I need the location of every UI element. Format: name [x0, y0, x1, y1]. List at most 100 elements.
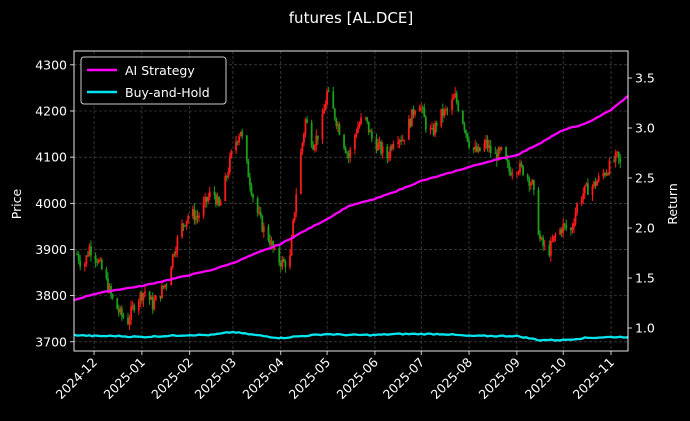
candle-body-2025-02-27	[229, 157, 231, 173]
candle-body-2025-05-02	[328, 91, 330, 92]
candle-body-2025-07-08	[431, 128, 433, 129]
candle-body-2025-04-17	[305, 119, 307, 133]
candle-body-2025-09-09	[528, 178, 530, 186]
candle-body-2025-08-05	[474, 146, 476, 149]
candle-body-2024-12-30	[138, 301, 140, 311]
candle-body-2025-08-01	[468, 141, 470, 148]
ytick-label-left-3800: 3800	[35, 288, 67, 303]
candle-body-2025-01-23	[175, 251, 177, 254]
candle-body-2025-03-04	[237, 142, 239, 143]
candle-body-2025-03-28	[274, 248, 276, 249]
candle-body-2024-12-18	[119, 308, 121, 312]
candle-body-2025-06-10	[388, 157, 390, 158]
candle-body-2025-07-10	[434, 123, 436, 135]
candle-body-2025-11-06	[618, 152, 620, 159]
candle-body-2025-09-26	[555, 235, 557, 236]
candle-body-2025-08-22	[501, 147, 503, 150]
candle-body-2025-05-01	[326, 91, 328, 104]
candle-body-2025-08-04	[473, 148, 475, 150]
candle-body-2024-12-02	[95, 255, 97, 261]
candle-body-2024-12-03	[96, 261, 98, 262]
ytick-label-left-3900: 3900	[35, 242, 67, 257]
candle-body-2025-05-22	[359, 124, 361, 127]
candle-body-2025-10-02	[564, 224, 566, 225]
candle-body-2025-04-08	[291, 237, 293, 255]
candle-body-2025-10-30	[607, 173, 609, 174]
candle-body-2025-07-01	[420, 107, 422, 108]
candle-body-2025-03-07	[241, 132, 243, 136]
candle-body-2025-08-11	[484, 143, 486, 151]
candle-body-2025-03-17	[257, 198, 259, 213]
candle-body-2025-06-03	[377, 143, 379, 150]
candle-body-2025-05-26	[365, 117, 367, 118]
candle-body-2024-12-16	[116, 298, 118, 309]
candle-body-2025-09-02	[518, 172, 520, 173]
candle-body-2025-07-18	[447, 109, 449, 110]
ytick-label-right-3.5: 3.5	[635, 71, 655, 86]
candle-body-2025-10-06	[570, 228, 572, 230]
candle-body-2025-10-03	[565, 225, 567, 228]
candle-body-2025-04-07	[289, 255, 291, 266]
candle-body-2025-02-17	[214, 192, 216, 195]
candle-body-2025-01-08	[152, 297, 154, 309]
candle-body-2025-05-28	[368, 122, 370, 133]
candle-body-2025-10-15	[584, 186, 586, 194]
candle-body-2025-05-09	[339, 124, 341, 134]
candle-body-2025-09-17	[541, 238, 543, 240]
candle-body-2025-07-07	[430, 128, 432, 129]
candle-body-2025-09-16	[539, 235, 541, 239]
candle-body-2025-09-18	[542, 238, 544, 246]
candle-body-2025-10-17	[587, 183, 589, 194]
candle-body-2025-08-26	[507, 160, 509, 163]
candle-body-2025-06-30	[419, 108, 421, 111]
candle-body-2025-10-28	[604, 173, 606, 175]
candle-body-2025-08-27	[508, 163, 510, 172]
candle-body-2025-01-30	[186, 221, 188, 227]
candle-body-2025-07-11	[436, 123, 438, 126]
ytick-label-left-4100: 4100	[35, 150, 67, 165]
candle-body-2025-08-15	[490, 146, 492, 153]
candle-body-2025-08-13	[487, 140, 489, 148]
candle-body-2025-05-13	[345, 148, 347, 153]
candle-body-2025-04-30	[325, 104, 327, 110]
candle-body-2025-06-27	[414, 111, 416, 114]
candle-body-2025-03-06	[240, 132, 242, 137]
chart-title: futures [AL.DCE]	[289, 9, 413, 27]
candle-body-2024-11-20	[76, 254, 78, 255]
candle-body-2025-07-16	[443, 109, 445, 116]
candle-body-2025-10-27	[602, 173, 604, 176]
candle-body-2024-12-26	[132, 305, 134, 306]
candle-body-2025-02-26	[227, 172, 229, 177]
candle-body-2025-10-07	[572, 227, 574, 230]
candle-body-2024-12-27	[133, 305, 135, 310]
ytick-label-right-1.5: 1.5	[635, 271, 655, 286]
candle-body-2025-01-10	[155, 296, 157, 301]
candle-body-2025-04-22	[312, 145, 314, 150]
candle-body-2025-05-29	[369, 131, 371, 132]
candle-body-2025-06-18	[400, 140, 402, 141]
candle-body-2025-06-25	[411, 109, 413, 126]
candle-body-2025-06-02	[376, 139, 378, 151]
candle-body-2025-04-10	[294, 212, 296, 220]
candle-body-2024-12-09	[106, 269, 108, 278]
candle-body-2025-09-19	[544, 245, 546, 246]
candle-body-2025-02-11	[204, 197, 206, 202]
candle-body-2025-01-03	[144, 292, 146, 294]
candle-body-2025-03-20	[261, 216, 263, 232]
candle-body-2025-02-19	[217, 197, 219, 205]
candle-body-2025-09-25	[553, 236, 555, 241]
candle-body-2025-06-05	[380, 142, 382, 153]
candle-body-2025-01-20	[170, 267, 172, 285]
candle-body-2025-01-17	[166, 285, 168, 286]
candle-body-2025-11-07	[619, 159, 621, 163]
candle-body-2024-12-10	[107, 278, 109, 292]
candle-body-2025-10-13	[581, 199, 583, 203]
candle-body-2025-05-08	[337, 124, 339, 126]
candle-body-2025-01-02	[143, 293, 145, 300]
candle-body-2025-10-14	[582, 194, 584, 200]
candle-body-2025-02-10	[203, 202, 205, 215]
candle-body-2025-09-01	[516, 173, 518, 174]
candle-body-2025-10-24	[598, 176, 600, 181]
candle-body-2025-09-30	[561, 229, 563, 233]
candle-body-2025-05-05	[332, 91, 334, 108]
